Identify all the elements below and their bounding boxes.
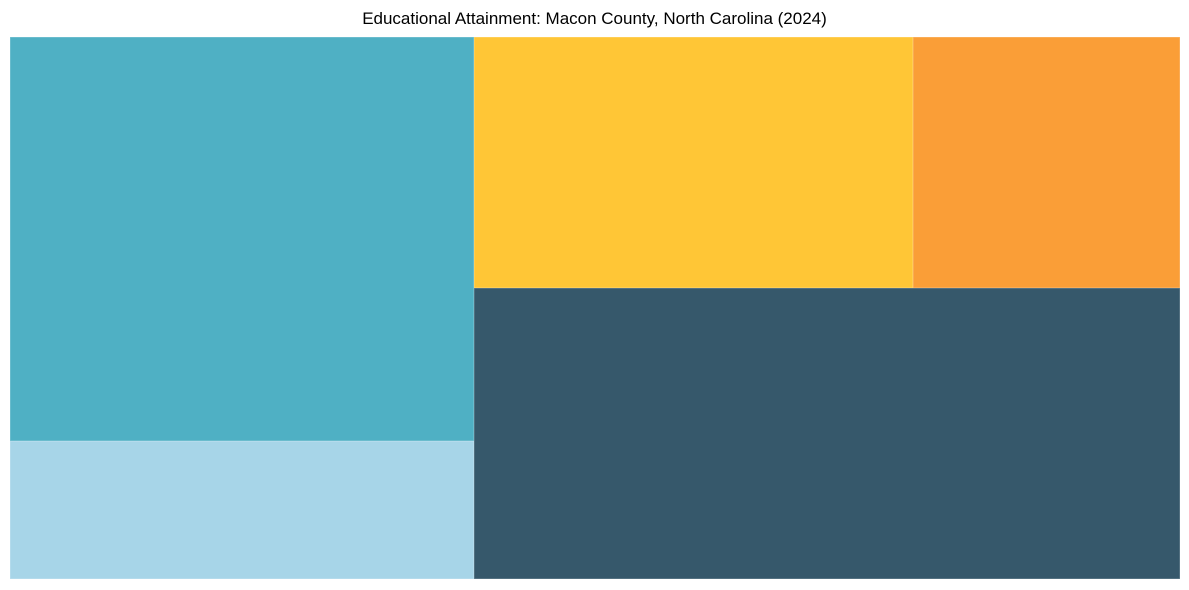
treemap-tile-slate-bottom-right[interactable]: [474, 288, 1180, 579]
treemap-plot-area: [10, 37, 1180, 579]
treemap-tile-yellow-top-middle[interactable]: [474, 37, 913, 288]
treemap-tile-lightblue-bottom-left[interactable]: [10, 441, 474, 579]
treemap-tile-teal-large-left[interactable]: [10, 37, 474, 441]
chart-title: Educational Attainment: Macon County, No…: [362, 9, 827, 28]
treemap-tile-orange-top-right[interactable]: [913, 37, 1180, 288]
